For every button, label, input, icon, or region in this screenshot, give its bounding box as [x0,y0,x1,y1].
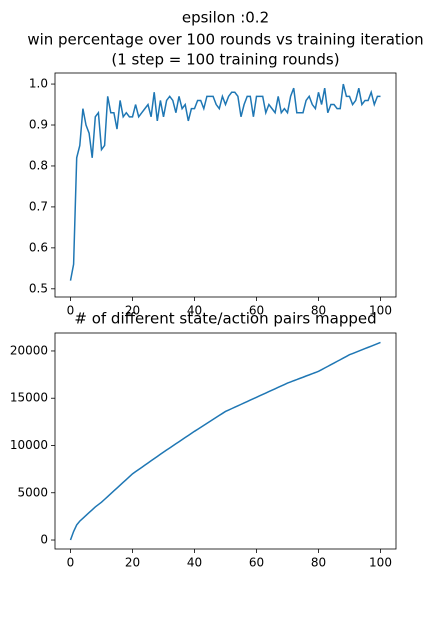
y-tick-label: 10000 [10,438,48,452]
x-tick-label: 80 [311,556,326,570]
y-tick-label: 0.7 [29,199,48,213]
y-tick-label: 0.8 [29,158,48,172]
data-line [69,341,381,541]
axes-frame [54,332,397,550]
y-tick-label: 0 [40,533,48,547]
chart-title: win percentage over 100 rounds vs traini… [27,31,423,49]
x-tick-label: 60 [249,556,264,570]
x-tick-label: 40 [187,304,202,318]
x-tick-label: 60 [249,304,264,318]
x-tick-label: 80 [311,304,326,318]
chart-title: epsilon :0.2 [182,9,269,27]
y-tick-label: 1.0 [29,77,48,91]
x-tick-label: 40 [187,556,202,570]
chart-title: # of different state/action pairs mapped [74,310,376,328]
y-tick-label: 0.9 [29,118,48,132]
y-tick-label: 15000 [10,391,48,405]
x-tick-label: 0 [67,304,75,318]
y-tick-label: 5000 [17,485,48,499]
data-line [69,83,381,281]
axes-frame [54,72,397,298]
y-tick-label: 0.6 [29,240,48,254]
x-tick-label: 20 [125,556,140,570]
x-tick-label: 100 [369,556,392,570]
x-tick-label: 20 [125,304,140,318]
x-tick-label: 0 [67,556,75,570]
y-tick-label: 20000 [10,343,48,357]
x-tick-label: 100 [369,304,392,318]
y-tick-label: 0.5 [29,281,48,295]
chart-title: (1 step = 100 training rounds) [111,51,339,69]
